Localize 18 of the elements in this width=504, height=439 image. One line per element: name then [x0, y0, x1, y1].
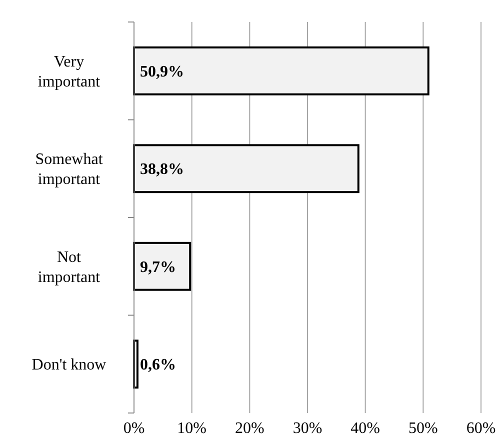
x-tick-label: 40%: [350, 420, 380, 437]
x-tick-label: 20%: [235, 420, 264, 437]
x-tick-label: 60%: [466, 420, 496, 437]
y-tick-label: Don't know: [32, 356, 107, 374]
y-tick-label: Very important: [38, 53, 101, 90]
x-tick-label: 10%: [177, 420, 206, 437]
x-tick-label: 50%: [408, 420, 438, 437]
data-label: 50,9%: [140, 63, 184, 80]
data-label: 0,6%: [140, 356, 176, 374]
x-tick-label: 0%: [123, 420, 145, 437]
data-label: 38,8%: [140, 161, 184, 178]
data-label: 9,7%: [140, 258, 176, 276]
y-tick-label: Somewhat important: [35, 151, 104, 188]
bar: [133, 46, 430, 96]
x-tick-label: 30%: [292, 420, 322, 437]
bar: [133, 144, 360, 194]
y-tick-label: Not important: [38, 248, 101, 286]
bar: [133, 242, 192, 291]
